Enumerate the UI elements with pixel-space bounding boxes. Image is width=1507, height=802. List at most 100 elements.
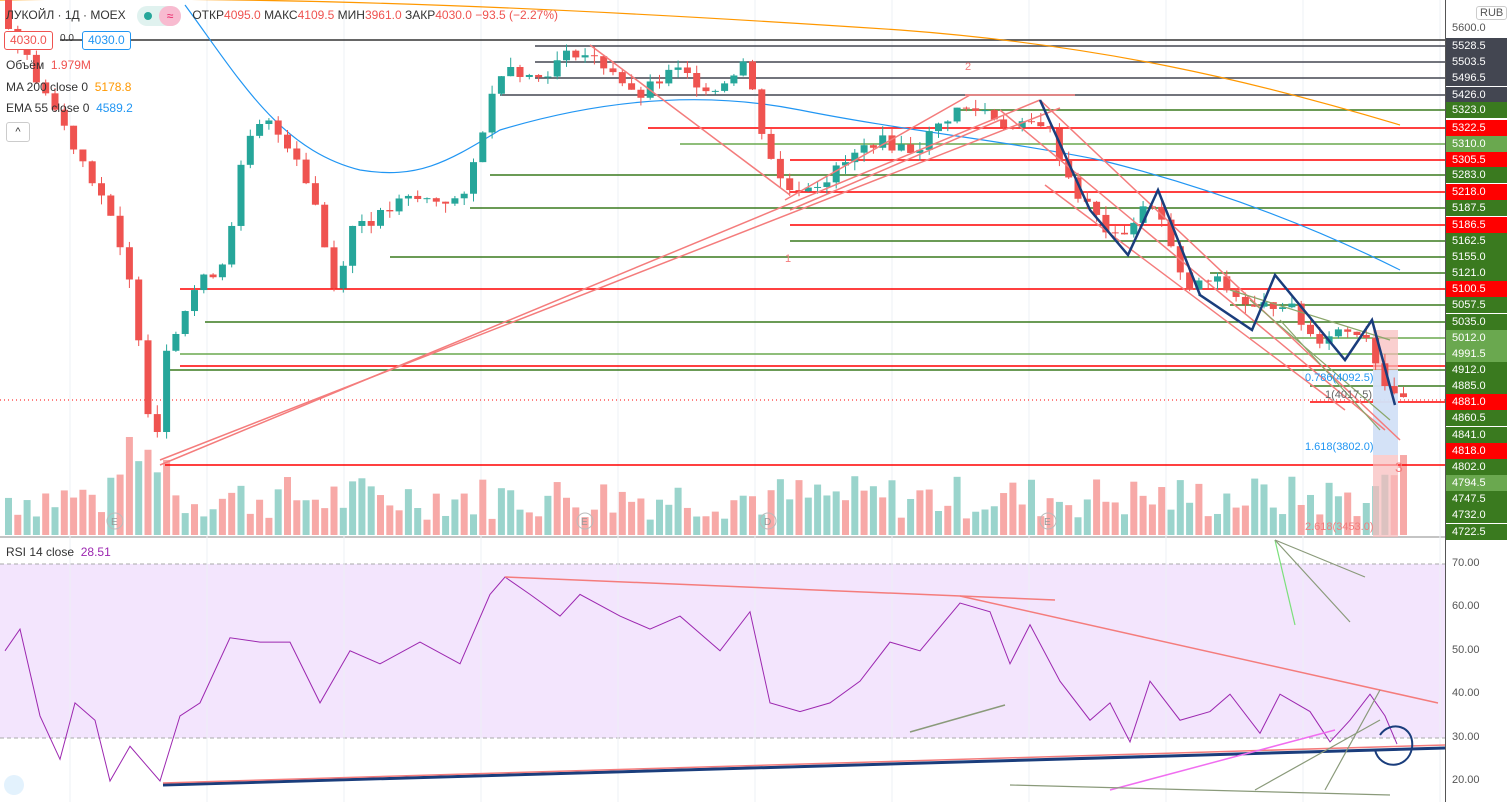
rsi-band [0, 564, 1445, 738]
volume-bar [953, 476, 961, 535]
candle [730, 75, 738, 84]
rsi-value: 28.51 [80, 545, 111, 559]
candle [32, 54, 40, 83]
high-label: МАКС [264, 8, 298, 23]
ma-legend[interactable]: MA 200 close 0 5178.8 [6, 80, 131, 94]
price-box-right[interactable]: 4030.0 [82, 31, 131, 50]
volume-bar [1223, 493, 1231, 535]
candle [1046, 126, 1054, 129]
low-value: 3961.0 [364, 8, 402, 23]
event-marker-icon [1039, 512, 1057, 530]
candle [470, 162, 477, 194]
volume-bar [265, 517, 273, 535]
candle [563, 50, 570, 61]
candle [711, 90, 719, 92]
rsi-trend-line [909, 704, 1006, 733]
candle [897, 144, 905, 151]
volume-bar [1307, 494, 1314, 535]
fib-zero-label: 0.0 [60, 33, 74, 44]
candle [739, 61, 747, 76]
rsi-legend[interactable]: RSI 14 close 28.51 [6, 545, 111, 559]
ema-legend[interactable]: EMA 55 close 0 4589.2 [6, 101, 133, 115]
volume-bar [191, 504, 198, 535]
volume-bar [1148, 504, 1156, 535]
volume-bar [51, 507, 59, 535]
event-marker-icon [576, 512, 594, 530]
market-status-pill[interactable]: ≈ [137, 6, 181, 26]
volume-bar [869, 486, 877, 535]
volume-bar [776, 479, 784, 535]
volume-bar [1055, 501, 1063, 535]
volume-bar [749, 496, 756, 535]
volume-bar [693, 516, 701, 535]
volume-bar [470, 514, 477, 535]
volume-bar [1400, 455, 1407, 535]
volume-legend[interactable]: Объём 1.979M [6, 58, 91, 72]
volume-bar [274, 489, 282, 535]
wave-icon: ≈ [159, 6, 181, 26]
volume-bar [1297, 504, 1305, 535]
chart-canvas[interactable]: 0.786(4092.5) 1(4017.5) 1.618(3802.0) 2.618… [0, 0, 1445, 802]
candle [1400, 393, 1407, 398]
rsi-trend-line [1109, 729, 1336, 791]
volume-bar [702, 516, 710, 535]
candle [1241, 296, 1249, 305]
volume-bar [944, 505, 952, 535]
volume-bar [907, 498, 915, 535]
volume-bar [842, 500, 849, 535]
market-open-dot-icon [144, 12, 152, 20]
price-box-left[interactable]: 4030.0 [4, 31, 53, 50]
candle [869, 145, 877, 148]
candle [888, 135, 896, 151]
volume-bar [302, 500, 310, 535]
volume-bar [721, 518, 729, 535]
price-axis-label: 5496.5 [1446, 70, 1507, 86]
volume-bar [656, 499, 663, 535]
volume-bar [135, 461, 143, 535]
candle [284, 134, 291, 149]
volume-bar [246, 513, 254, 535]
candle [191, 290, 198, 312]
event-marker-label: E [111, 517, 118, 528]
trend-line [784, 94, 971, 201]
price-axis-label: 5162.5 [1446, 233, 1507, 249]
volume-bar [284, 477, 291, 535]
event-marker-label: D [764, 517, 771, 528]
volume-bar [497, 488, 505, 535]
ema-label: EMA 55 close 0 [6, 101, 90, 115]
volume-bar [1009, 482, 1017, 535]
volume-bar [618, 491, 626, 535]
wave-label: 2 [965, 61, 971, 73]
price-axis-label: 5528.5 [1446, 38, 1507, 54]
price-axis-label: 5121.0 [1446, 265, 1507, 281]
currency-button[interactable]: RUB [1476, 6, 1507, 20]
volume-bar [1037, 516, 1045, 535]
candle [172, 333, 180, 351]
volume-bar [1334, 496, 1342, 535]
candle [1083, 198, 1091, 202]
tradingview-logo-icon [4, 775, 24, 795]
candle [1232, 290, 1240, 297]
collapse-legend-button[interactable]: ^ [6, 122, 30, 142]
candle [1037, 122, 1045, 127]
candle [916, 149, 924, 154]
volume-bar [144, 449, 152, 535]
volume-bar [851, 476, 859, 535]
volume-bar [804, 497, 812, 535]
candle [349, 225, 357, 266]
candle [293, 148, 301, 160]
volume-bar [1074, 517, 1082, 535]
volume-bar [563, 497, 570, 535]
volume-bar [758, 514, 766, 535]
price-axis-label: 5322.5 [1446, 120, 1507, 136]
trend-line [1044, 184, 1346, 411]
price-axis-label: 4722.5 [1446, 524, 1507, 540]
channel-line [1279, 319, 1381, 431]
candle [981, 110, 989, 112]
rsi-line [4, 576, 1398, 783]
candle [339, 265, 347, 289]
volume-bar [209, 509, 217, 535]
symbol-title[interactable]: ЛУКОЙЛ · 1Д · MOEX [6, 8, 126, 23]
volume-bar [218, 498, 226, 535]
candle [60, 109, 68, 126]
